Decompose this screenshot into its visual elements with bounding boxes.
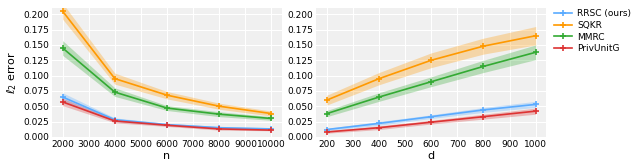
X-axis label: d: d <box>428 151 435 161</box>
Legend: RRSC (ours), SQKR, MMRC, PrivUnitG: RRSC (ours), SQKR, MMRC, PrivUnitG <box>551 6 634 57</box>
X-axis label: n: n <box>163 151 171 161</box>
Y-axis label: $\ell_2$ error: $\ell_2$ error <box>6 51 19 94</box>
